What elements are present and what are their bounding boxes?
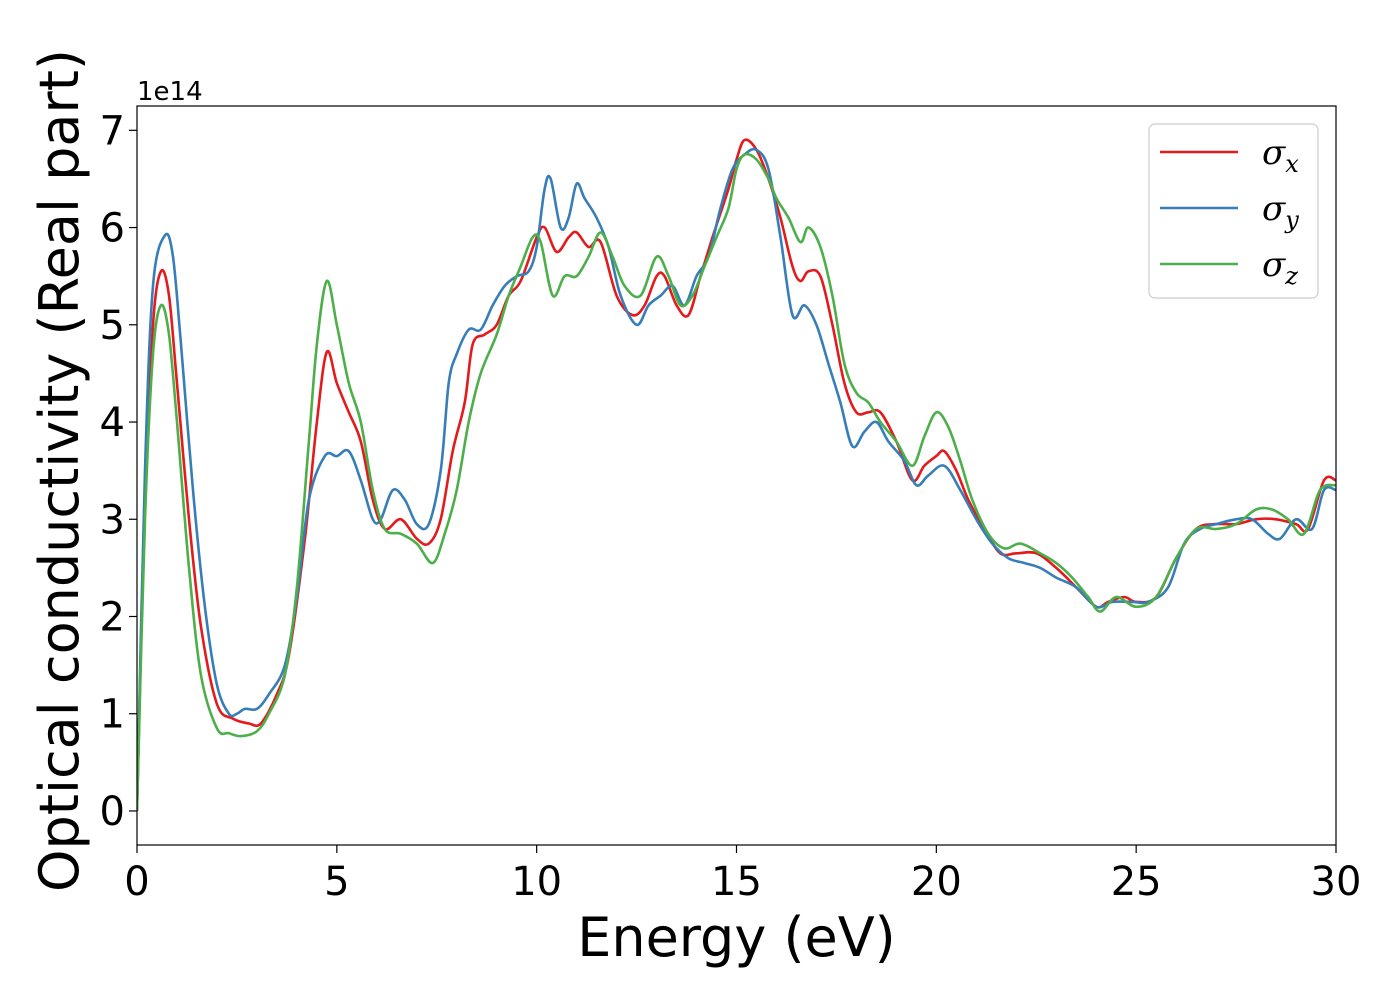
x-tick-label: 20 [911, 859, 962, 905]
x-tick-label: 5 [324, 859, 349, 905]
y-tick-label: 0 [100, 789, 125, 835]
series-line-y [137, 147, 1336, 812]
x-tick-label: 30 [1311, 859, 1362, 905]
y-offset-label: 1e14 [137, 77, 203, 107]
x-tick-label: 25 [1111, 859, 1162, 905]
y-axis-title: Optical conductivity (Real part) [28, 49, 91, 892]
y-tick-label: 1 [100, 692, 125, 738]
legend-box [1148, 123, 1319, 299]
y-tick-label: 5 [100, 303, 125, 349]
series-layer [137, 138, 1336, 812]
legend-label-x: σx [1262, 133, 1299, 178]
x-axis-title: Energy (eV) [577, 906, 896, 969]
x-axis-ticks: 0 5 10 15 20 25 30 [124, 845, 1361, 905]
x-tick-label: 0 [124, 859, 149, 905]
x-tick-label: 10 [511, 859, 562, 905]
y-tick-label: 2 [100, 594, 125, 640]
y-tick-label: 3 [100, 497, 125, 543]
legend-label-y: σy [1262, 189, 1299, 234]
legend: σx σy σz [1148, 123, 1319, 299]
y-axis-ticks: 0 1 2 3 4 5 6 7 [100, 108, 137, 835]
legend-label-z: σz [1262, 245, 1298, 290]
y-tick-label: 4 [100, 400, 125, 446]
y-tick-label: 7 [100, 108, 125, 154]
y-tick-label: 6 [100, 206, 125, 252]
series-line-z [137, 152, 1336, 812]
x-tick-label: 15 [711, 859, 762, 905]
